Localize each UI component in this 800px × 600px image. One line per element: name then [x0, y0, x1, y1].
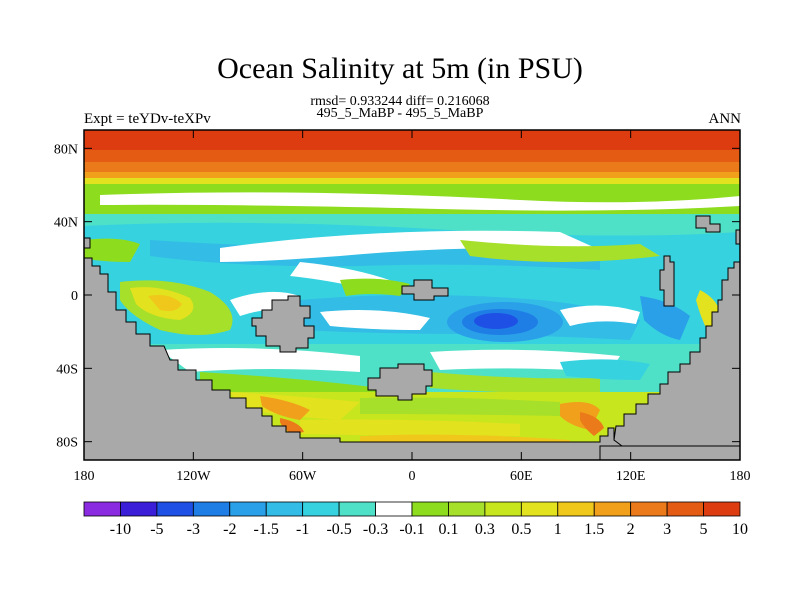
- season-label: ANN: [708, 111, 742, 127]
- colorbar-label: -1.5: [254, 521, 279, 538]
- colorbar-label: 2: [627, 521, 635, 538]
- colorbar-box: [338, 501, 376, 517]
- colorbar-box: [703, 501, 741, 517]
- colorbar-box: [156, 501, 194, 517]
- colorbar-box: [411, 501, 449, 517]
- lon-tick-label: 0: [409, 469, 416, 484]
- lat-tick-label: 40S: [56, 362, 78, 377]
- colorbar-box: [630, 501, 668, 517]
- map-field: [84, 130, 740, 460]
- colorbar-box: [448, 501, 486, 517]
- lon-tick-label: 60E: [510, 469, 533, 484]
- colorbar-label: -2: [223, 521, 236, 538]
- lon-ticks: 180 120W 60W 0 60E 120E 180: [74, 130, 751, 484]
- stats-line: rmsd= 0.933244 diff= 0.216068: [310, 94, 490, 109]
- colorbar-label: 1: [554, 521, 562, 538]
- lon-tick-label: 180: [74, 469, 95, 484]
- colorbar-label: 0.3: [475, 521, 495, 538]
- colorbar-box: [593, 501, 632, 517]
- land-masses: [84, 215, 740, 460]
- colorbar-box: [484, 501, 522, 517]
- colorbar-box: [302, 501, 340, 517]
- colorbar-box: [229, 501, 267, 517]
- colorbar-label: -5: [150, 521, 163, 538]
- colorbar-box: [666, 501, 704, 517]
- colorbar-label: -0.5: [326, 521, 351, 538]
- colorbar-box: [520, 501, 559, 517]
- colorbar-label: -0.3: [363, 521, 388, 538]
- lat-tick-label: 40N: [54, 216, 78, 231]
- lat-tick-label: 80N: [54, 142, 78, 157]
- colorbar: -10 -5 -3 -2 -1.5 -1 -0.5 -0.3 -0.1 0.1 0.3 0.5 1 1.5…: [83, 501, 748, 538]
- colorbar-box: [192, 501, 231, 517]
- lon-tick-label: 120W: [176, 469, 211, 484]
- colorbar-box: [265, 501, 304, 517]
- lon-tick-label: 120E: [616, 469, 646, 484]
- colorbar-box: [83, 501, 121, 517]
- colorbar-label: 10: [732, 521, 748, 538]
- lon-tick-label: 180: [730, 469, 751, 484]
- colorbar-label: 3: [663, 521, 671, 538]
- colorbar-box: [557, 501, 595, 517]
- colorbar-label: -1: [296, 521, 309, 538]
- colorbar-label: 1.5: [584, 521, 604, 538]
- colorbar-label: -10: [110, 521, 131, 538]
- colorbar-label: 0.1: [438, 521, 458, 538]
- experiment-label: Expt = teYDv-teXPv: [84, 111, 211, 127]
- colorbar-box: [120, 501, 158, 517]
- colorbar-box: [375, 501, 413, 517]
- colorbar-label: 0.5: [511, 521, 531, 538]
- lat-ticks: 80N 40N 0 40S 80S: [54, 142, 740, 451]
- map-subtitle: 495_5_MaBP - 495_5_MaBP: [316, 106, 484, 121]
- lat-tick-label: 0: [71, 289, 78, 304]
- lat-tick-label: 80S: [56, 436, 78, 451]
- colorbar-label: -0.1: [399, 521, 424, 538]
- lon-tick-label: 60W: [289, 469, 317, 484]
- map-title: Ocean Salinity at 5m (in PSU): [217, 52, 583, 85]
- colorbar-label: 5: [700, 521, 708, 538]
- colorbar-label: -3: [187, 521, 200, 538]
